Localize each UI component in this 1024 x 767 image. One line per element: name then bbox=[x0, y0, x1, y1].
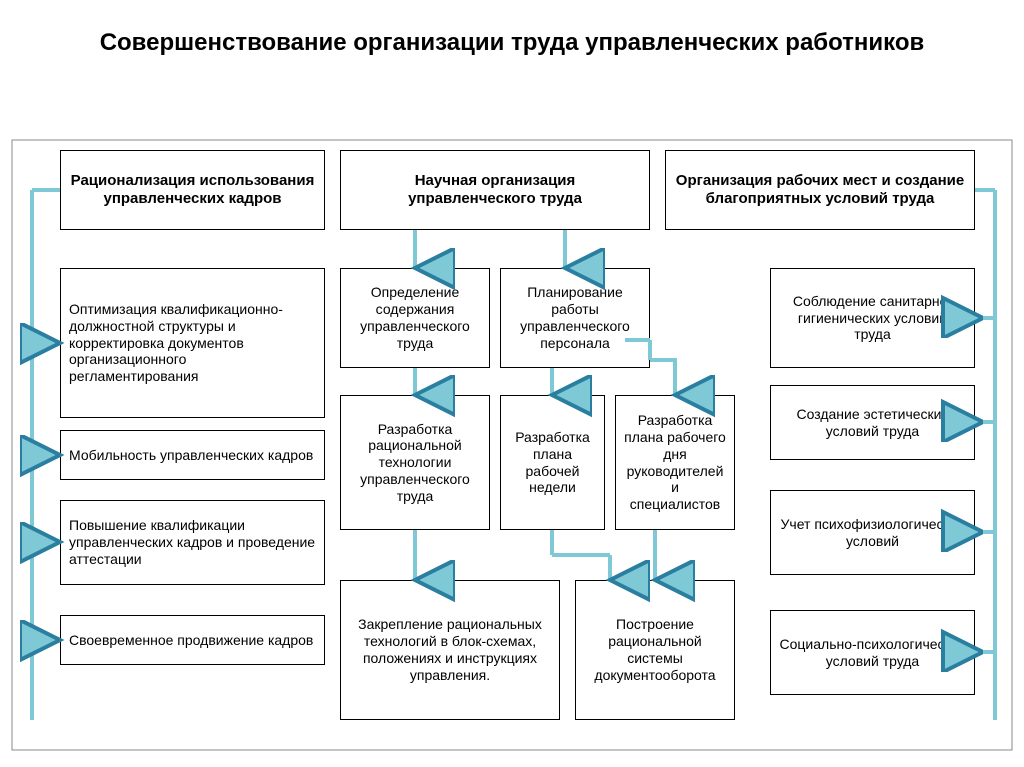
col3-box3: Учет психофизиологических условий bbox=[770, 490, 975, 575]
header-col3: Организация рабочих мест и создание благ… bbox=[665, 150, 975, 230]
col3-box2: Создание эстетических условий труда bbox=[770, 385, 975, 460]
col2-box-develop-tech: Разработка рациональной технологии управ… bbox=[340, 395, 490, 530]
col1-box3: Повышение квалификации управленческих ка… bbox=[60, 500, 325, 585]
col3-box1: Соблюдение санитарно-гигиенических услов… bbox=[770, 268, 975, 368]
col2-box-day-plan: Разработка плана рабочего дня руководите… bbox=[615, 395, 735, 530]
col2-box-docflow: Построение рациональной системы документ… bbox=[575, 580, 735, 720]
col3-box4: Социально-психологических условий труда bbox=[770, 610, 975, 695]
col2-box-define: Определение содержания управленческого т… bbox=[340, 268, 490, 368]
col2-box-week-plan: Разработка плана рабочей недели bbox=[500, 395, 605, 530]
header-col1: Рационализация использования управленчес… bbox=[60, 150, 325, 230]
header-col2: Научная организация управленческого труд… bbox=[340, 150, 650, 230]
col1-box2: Мобильность управленческих кадров bbox=[60, 430, 325, 480]
col2-box-planning: Планирование работы управленческого перс… bbox=[500, 268, 650, 368]
page-title: Совершенствование организации труда упра… bbox=[0, 0, 1024, 76]
col1-box4: Своевременное продвижение кадров bbox=[60, 615, 325, 665]
col2-box-consolidate: Закрепление рациональных технологий в бл… bbox=[340, 580, 560, 720]
col1-box1: Оптимизация квалификационно-должностной … bbox=[60, 268, 325, 418]
